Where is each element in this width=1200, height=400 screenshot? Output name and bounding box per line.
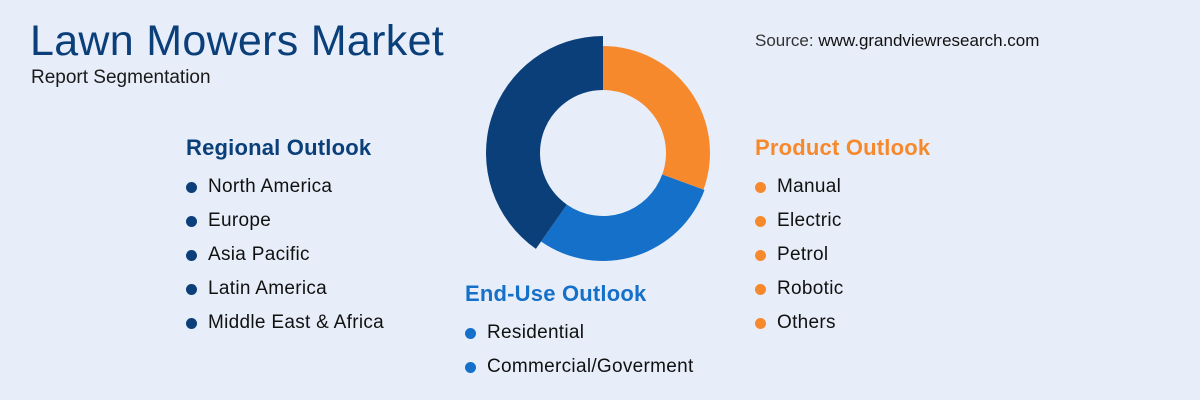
list-item: Petrol [755, 238, 930, 272]
bullet-icon [186, 318, 197, 329]
page-subtitle: Report Segmentation [31, 67, 211, 88]
bullet-icon [465, 328, 476, 339]
donut-segment-end-use-outlook [541, 174, 705, 261]
product-outlook-list: Manual Electric Petrol Robotic Others [755, 170, 930, 340]
list-item-label: Manual [777, 176, 842, 197]
list-item-label: Commercial/Goverment [487, 356, 694, 377]
list-item-label: North America [208, 176, 333, 197]
bullet-icon [755, 284, 766, 295]
page-title: Lawn Mowers Market [30, 17, 445, 65]
product-outlook-section: Product Outlook Manual Electric Petrol R… [755, 134, 930, 340]
list-item: Robotic [755, 272, 930, 306]
bullet-icon [186, 250, 197, 261]
list-item: Europe [186, 204, 384, 238]
list-item: Latin America [186, 272, 384, 306]
bullet-icon [755, 250, 766, 261]
list-item-label: Others [777, 312, 836, 333]
product-outlook-heading: Product Outlook [755, 135, 931, 160]
list-item: North America [186, 170, 384, 204]
bullet-icon [755, 216, 766, 227]
bullet-icon [186, 216, 197, 227]
list-item: Commercial/Goverment [465, 350, 694, 384]
list-item-label: Petrol [777, 244, 829, 265]
list-item: Middle East & Africa [186, 306, 384, 340]
list-item-label: Latin America [208, 278, 328, 299]
bullet-icon [755, 318, 766, 329]
list-item: Asia Pacific [186, 238, 384, 272]
list-item-label: Middle East & Africa [208, 312, 385, 333]
list-item-label: Electric [777, 210, 842, 231]
end-use-outlook-section: End-Use Outlook Residential Commercial/G… [465, 280, 694, 384]
bullet-icon [465, 362, 476, 373]
end-use-outlook-heading: End-Use Outlook [465, 281, 647, 306]
donut-segment-product-outlook [603, 46, 710, 190]
list-item: Electric [755, 204, 930, 238]
list-item-label: Robotic [777, 278, 844, 299]
list-item-label: Asia Pacific [208, 244, 310, 265]
bullet-icon [755, 182, 766, 193]
bullet-icon [186, 284, 197, 295]
donut-segment-regional-outlook [485, 36, 603, 249]
source-label: Source: [755, 31, 814, 50]
list-item-label: Europe [208, 210, 272, 231]
regional-outlook-heading: Regional Outlook [186, 135, 372, 160]
list-item-label: Residential [487, 322, 585, 343]
list-item: Manual [755, 170, 930, 204]
source-credit: Source: www.grandviewresearch.com [755, 30, 1039, 52]
bullet-icon [186, 182, 197, 193]
regional-outlook-section: Regional Outlook North America Europe As… [186, 134, 384, 340]
end-use-outlook-list: Residential Commercial/Goverment [465, 316, 694, 384]
list-item: Others [755, 306, 930, 340]
regional-outlook-list: North America Europe Asia Pacific Latin … [186, 170, 384, 340]
source-url: www.grandviewresearch.com [818, 31, 1040, 50]
list-item: Residential [465, 316, 694, 350]
